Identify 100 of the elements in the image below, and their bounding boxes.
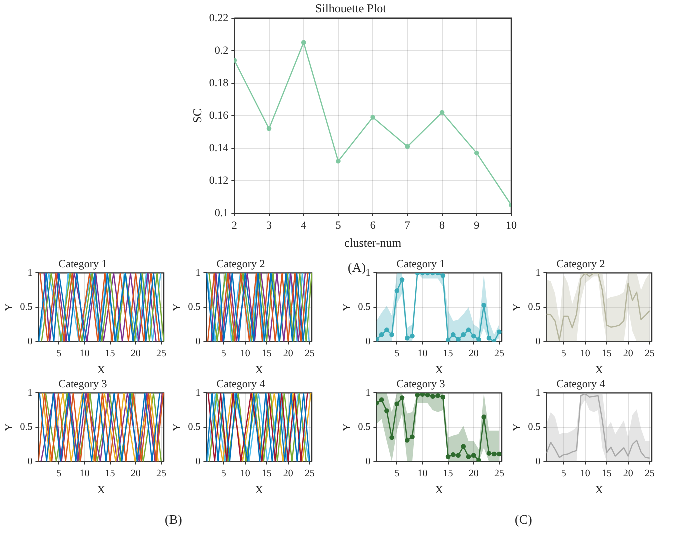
point <box>440 274 446 278</box>
point <box>451 452 456 458</box>
point <box>384 328 390 333</box>
point <box>471 334 476 339</box>
x-tick-label: 5 <box>56 468 62 480</box>
point <box>436 394 440 398</box>
x-tick-label: 20 <box>468 468 479 480</box>
x-axis-title: X <box>435 484 444 496</box>
x-tick-label: 8 <box>440 220 446 232</box>
point <box>482 303 486 308</box>
x-tick-label: 20 <box>623 468 634 480</box>
x-tick-label: 25 <box>156 468 166 480</box>
x-axis-title: X <box>595 484 604 496</box>
x-tick-label: 5 <box>394 348 400 360</box>
point <box>370 115 376 120</box>
point <box>456 453 461 458</box>
chart-title: Category 2 <box>216 258 266 270</box>
x-tick-label: 10 <box>580 348 590 360</box>
y-tick-label: 1 <box>196 388 201 399</box>
x-tick-label: 20 <box>283 468 294 480</box>
y-tick-label: 1 <box>536 388 541 399</box>
x-tick-label: 25 <box>304 468 315 480</box>
y-axis-title: SC <box>190 108 204 124</box>
y-tick-label: 0.5 <box>20 302 33 314</box>
point <box>466 328 472 333</box>
y-axis-title: Y <box>511 423 524 432</box>
point <box>451 332 456 338</box>
x-tick-label: 15 <box>105 468 116 480</box>
point <box>461 444 466 450</box>
y-axis-title: Y <box>511 303 524 312</box>
chart-title: Category 2 <box>556 258 606 270</box>
x-tick-label: 6 <box>370 220 376 232</box>
y-tick-label: 0 <box>366 336 371 348</box>
y-tick-label: 0 <box>28 456 33 468</box>
y-tick-label: 1 <box>28 388 33 399</box>
x-tick-label: 15 <box>443 468 454 480</box>
x-tick-label: 15 <box>262 468 272 480</box>
x-axis-title: X <box>255 364 264 376</box>
point <box>446 454 451 460</box>
y-axis-title: Y <box>341 423 354 432</box>
x-tick-label: 5 <box>56 348 62 360</box>
point <box>456 337 461 342</box>
y-tick-label: 0.18 <box>209 77 230 90</box>
y-tick-label: 0.1 <box>214 207 229 220</box>
point <box>461 332 466 338</box>
point <box>415 393 420 398</box>
y-axis-title: Y <box>3 303 16 312</box>
x-tick-label: 10 <box>506 220 518 232</box>
y-tick-label: 0 <box>536 456 541 468</box>
x-tick-label: 5 <box>221 468 226 480</box>
point <box>446 338 451 342</box>
point <box>266 126 272 132</box>
x-tick-label: 15 <box>602 348 612 360</box>
x-tick-label: 15 <box>602 468 612 480</box>
x-tick-label: 10 <box>80 468 90 480</box>
point <box>486 451 492 456</box>
point <box>420 393 426 397</box>
x-tick-label: 5 <box>561 468 566 480</box>
x-tick-label: 2 <box>232 220 238 232</box>
y-tick-label: 0.22 <box>209 12 229 24</box>
y-tick-label: 1 <box>536 268 541 279</box>
y-tick-label: 0.5 <box>528 302 541 314</box>
x-tick-label: 20 <box>623 348 634 360</box>
x-tick-label: 5 <box>221 348 226 360</box>
y-tick-label: 0.5 <box>20 422 33 434</box>
x-tick-label: 3 <box>266 220 273 232</box>
y-axis-title: Y <box>171 423 184 432</box>
x-tick-label: 5 <box>336 220 342 232</box>
x-tick-label: 20 <box>130 468 141 480</box>
x-tick-label: 15 <box>262 348 272 360</box>
x-axis-title: cluster-num <box>344 236 402 250</box>
point <box>430 394 436 400</box>
y-axis-title: Y <box>3 423 16 432</box>
x-tick-label: 10 <box>580 468 590 480</box>
y-tick-label: 0.5 <box>358 422 371 434</box>
y-tick-label: 0 <box>28 336 33 348</box>
y-tick-label: 0 <box>196 336 201 348</box>
chart-title: Category 1 <box>58 258 108 270</box>
x-axis-title: X <box>435 364 444 376</box>
point <box>410 334 415 339</box>
y-tick-label: 0.12 <box>209 174 229 187</box>
point <box>471 453 476 458</box>
y-tick-label: 1 <box>196 268 201 279</box>
point <box>379 398 384 402</box>
x-tick-label: 5 <box>394 468 400 480</box>
x-tick-label: 10 <box>418 468 428 480</box>
y-tick-label: 1 <box>366 388 371 399</box>
x-tick-label: 25 <box>494 468 504 480</box>
x-tick-label: 4 <box>301 220 308 232</box>
chart-title: Category 4 <box>216 378 266 390</box>
point <box>379 332 384 338</box>
point <box>390 435 394 440</box>
chart-title: Category 1 <box>396 258 446 270</box>
point <box>497 452 502 457</box>
x-tick-label: 15 <box>105 348 116 360</box>
point <box>301 40 306 46</box>
x-tick-label: 20 <box>468 348 479 360</box>
point <box>492 452 497 457</box>
point <box>384 408 390 414</box>
text: (B) <box>165 512 182 528</box>
